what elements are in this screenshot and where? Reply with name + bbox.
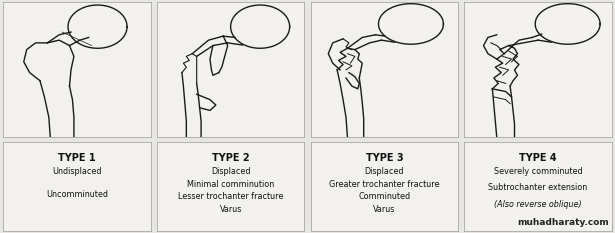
Text: Varus: Varus bbox=[220, 205, 242, 214]
Text: Subtrochanter extension: Subtrochanter extension bbox=[488, 183, 588, 192]
Text: Severely comminuted: Severely comminuted bbox=[494, 167, 582, 176]
Text: Comminuted: Comminuted bbox=[359, 192, 410, 202]
Text: TYPE 1: TYPE 1 bbox=[58, 153, 96, 163]
Text: (Also reverse oblique): (Also reverse oblique) bbox=[494, 200, 582, 209]
Text: muhadharaty.com: muhadharaty.com bbox=[517, 218, 609, 227]
Text: TYPE 2: TYPE 2 bbox=[212, 153, 250, 163]
Text: TYPE 3: TYPE 3 bbox=[365, 153, 403, 163]
Text: Uncomminuted: Uncomminuted bbox=[46, 190, 108, 199]
Text: Displaced: Displaced bbox=[211, 167, 250, 176]
Text: Displaced: Displaced bbox=[365, 167, 404, 176]
Text: Greater trochanter fracture: Greater trochanter fracture bbox=[329, 180, 440, 189]
Text: TYPE 4: TYPE 4 bbox=[519, 153, 557, 163]
Text: Undisplaced: Undisplaced bbox=[52, 167, 101, 176]
Text: Minimal comminution: Minimal comminution bbox=[187, 180, 274, 189]
Text: Lesser trochanter fracture: Lesser trochanter fracture bbox=[178, 192, 284, 202]
Text: Varus: Varus bbox=[373, 205, 395, 214]
